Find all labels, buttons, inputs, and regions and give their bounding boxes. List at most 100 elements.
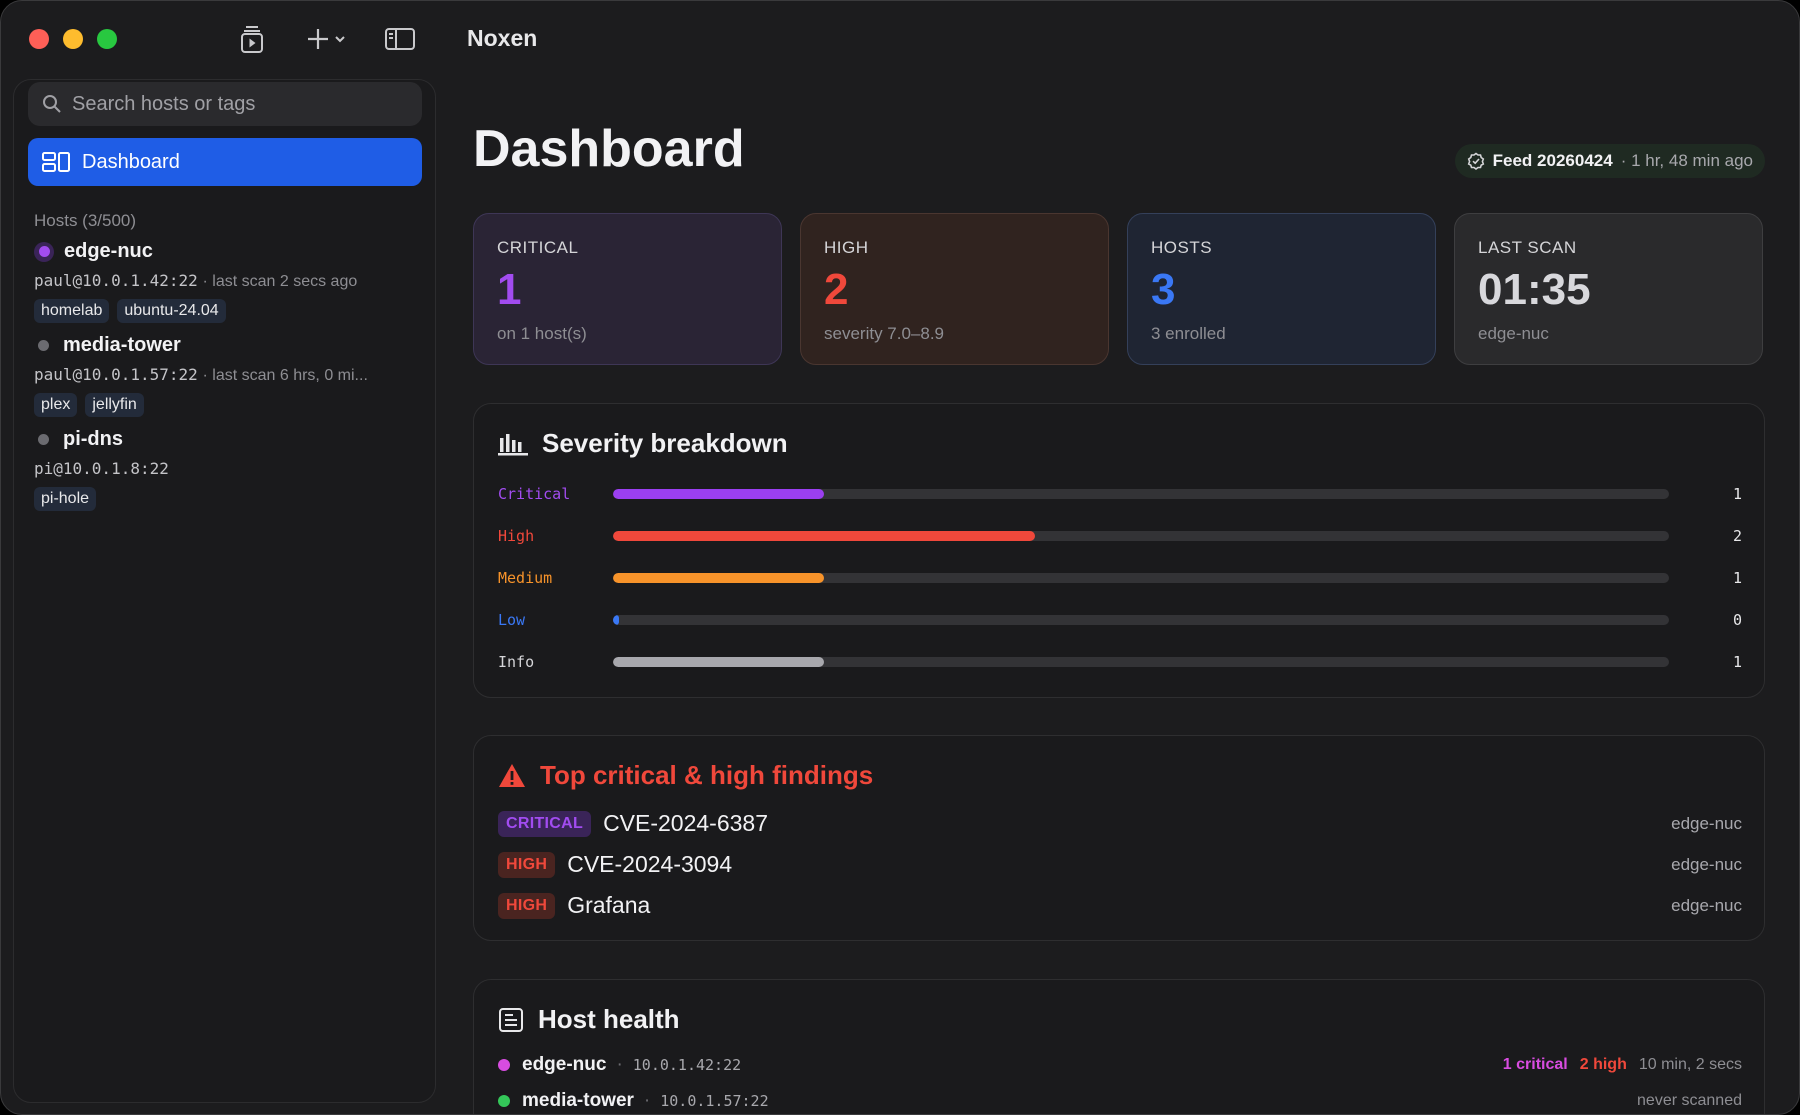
host-details: paul@10.0.1.57:22 · last scan 6 hrs, 0 m… — [34, 365, 424, 385]
host-tags: plex jellyfin — [34, 393, 424, 417]
host-details: paul@10.0.1.42:22 · last scan 2 secs ago — [34, 271, 424, 291]
scan-duration: 10 min, 2 secs — [1638, 1056, 1742, 1073]
feed-label: Feed 20260424 — [1492, 151, 1613, 170]
search-bar[interactable] — [28, 82, 422, 126]
stat-card-last-scan[interactable]: LAST SCAN 01:35 edge-nuc — [1454, 213, 1763, 365]
chevron-down-icon — [335, 36, 345, 43]
host-name: edge-nuc — [64, 240, 153, 262]
host-health-row[interactable]: edge-nuc · 10.0.1.42:22 1 critical 2 hig… — [498, 1054, 1742, 1076]
severity-count: 0 — [1732, 611, 1742, 629]
host-health-dot — [498, 1095, 510, 1107]
sidebar-item-dashboard[interactable]: Dashboard — [28, 138, 422, 186]
add-host-button[interactable] — [303, 21, 349, 57]
stat-label: CRITICAL — [497, 238, 579, 257]
severity-row-medium: Medium 1 — [498, 566, 1742, 590]
tag[interactable]: ubuntu-24.04 — [117, 299, 226, 323]
run-scan-button[interactable] — [237, 21, 267, 57]
sidebar: Dashboard Hosts (3/500) edge-nuc paul@10… — [13, 79, 436, 1103]
host-status-indicator — [34, 241, 54, 262]
finding-host: edge-nuc — [1671, 895, 1742, 915]
host-status-indicator — [38, 340, 49, 351]
severity-label: Low — [498, 611, 526, 629]
scan-status: never scanned — [1637, 1092, 1742, 1109]
dashboard-icon — [42, 152, 70, 172]
finding-name: CVE-2024-3094 — [567, 851, 733, 877]
separator: · — [616, 1054, 623, 1075]
severity-bar-track — [613, 657, 1669, 667]
severity-badge: HIGH — [498, 851, 556, 878]
stat-label: HIGH — [824, 238, 869, 257]
finding-row[interactable]: CRITICAL CVE-2024-6387 edge-nuc — [498, 810, 1742, 837]
tag[interactable]: jellyfin — [85, 393, 144, 417]
severity-row-critical: Critical 1 — [498, 482, 1742, 506]
close-window-button[interactable] — [29, 29, 49, 49]
critical-count: 1 critical — [1502, 1056, 1568, 1073]
stat-value: 1 — [497, 265, 522, 314]
stat-value: 3 — [1151, 265, 1176, 314]
panel-title: Severity breakdown — [498, 428, 788, 459]
host-status-indicator — [38, 434, 49, 445]
host-health-row[interactable]: media-tower · 10.0.1.57:22 never scanned — [498, 1090, 1742, 1112]
severity-count: 1 — [1732, 485, 1742, 503]
sidebar-icon — [385, 28, 415, 50]
plus-icon — [308, 29, 328, 49]
host-last-scan: · last scan 6 hrs, 0 mi... — [202, 367, 368, 384]
severity-bar-fill — [613, 657, 825, 667]
host-name: media-tower — [522, 1090, 634, 1111]
minimize-window-button[interactable] — [63, 29, 83, 49]
host-health-dot — [498, 1059, 510, 1071]
search-input[interactable] — [72, 92, 412, 116]
panel-title: Host health — [498, 1004, 680, 1035]
list-document-icon — [499, 1007, 523, 1032]
finding-host: edge-nuc — [1671, 854, 1742, 874]
host-name: media-tower — [63, 334, 181, 356]
top-findings-panel: Top critical & high findings CRITICAL CV… — [473, 735, 1765, 941]
panel-title-text: Severity breakdown — [542, 428, 788, 458]
toggle-sidebar-button[interactable] — [384, 21, 416, 57]
stat-label: HOSTS — [1151, 238, 1213, 257]
severity-bar-fill — [613, 489, 825, 499]
host-item-pi-dns[interactable]: pi-dns pi@10.0.1.8:22 pi-hole — [34, 428, 424, 511]
tag[interactable]: homelab — [34, 299, 110, 323]
finding-name: Grafana — [567, 892, 651, 918]
severity-badge: CRITICAL — [498, 810, 592, 837]
stat-subtitle: 3 enrolled — [1151, 324, 1226, 343]
severity-label: Medium — [498, 569, 553, 587]
severity-row-low: Low 0 — [498, 608, 1742, 632]
host-name: pi-dns — [63, 428, 123, 450]
host-item-edge-nuc[interactable]: edge-nuc paul@10.0.1.42:22 · last scan 2… — [34, 240, 424, 323]
finding-row[interactable]: HIGH Grafana edge-nuc — [498, 892, 1742, 919]
app-title: Noxen — [467, 25, 538, 51]
severity-bar-fill — [613, 531, 1036, 541]
finding-row[interactable]: HIGH CVE-2024-3094 edge-nuc — [498, 851, 1742, 878]
finding-name: CVE-2024-6387 — [603, 810, 769, 836]
bar-chart-icon — [498, 433, 528, 455]
host-tags: pi-hole — [34, 487, 424, 511]
severity-row-high: High 2 — [498, 524, 1742, 548]
host-item-media-tower[interactable]: media-tower paul@10.0.1.57:22 · last sca… — [34, 334, 424, 417]
window-controls — [29, 29, 117, 49]
severity-bar-track — [613, 615, 1669, 625]
severity-label: High — [498, 527, 535, 545]
stats-row: CRITICAL 1 on 1 host(s) HIGH 2 severity … — [473, 213, 1763, 365]
panel-title: Top critical & high findings — [498, 760, 873, 791]
high-count: 2 high — [1579, 1056, 1627, 1073]
severity-bar-track — [613, 489, 1669, 499]
stat-label: LAST SCAN — [1478, 238, 1577, 257]
severity-count: 1 — [1732, 569, 1742, 587]
stat-card-hosts[interactable]: HOSTS 3 3 enrolled — [1127, 213, 1436, 365]
severity-badge: HIGH — [498, 892, 556, 919]
tag[interactable]: pi-hole — [34, 487, 97, 511]
host-health-panel: Host health edge-nuc · 10.0.1.42:22 1 cr… — [473, 979, 1765, 1114]
host-address: paul@10.0.1.57:22 — [34, 365, 198, 384]
zoom-window-button[interactable] — [97, 29, 117, 49]
host-name: edge-nuc — [522, 1054, 607, 1075]
host-tags: homelab ubuntu-24.04 — [34, 299, 424, 323]
feed-status-badge: Feed 20260424 · 1 hr, 48 min ago — [1454, 144, 1765, 178]
stat-card-critical[interactable]: CRITICAL 1 on 1 host(s) — [473, 213, 782, 365]
host-address: paul@10.0.1.42:22 — [34, 271, 198, 290]
severity-label: Critical — [498, 485, 571, 503]
tag[interactable]: plex — [34, 393, 78, 417]
stat-card-high[interactable]: HIGH 2 severity 7.0–8.9 — [800, 213, 1109, 365]
